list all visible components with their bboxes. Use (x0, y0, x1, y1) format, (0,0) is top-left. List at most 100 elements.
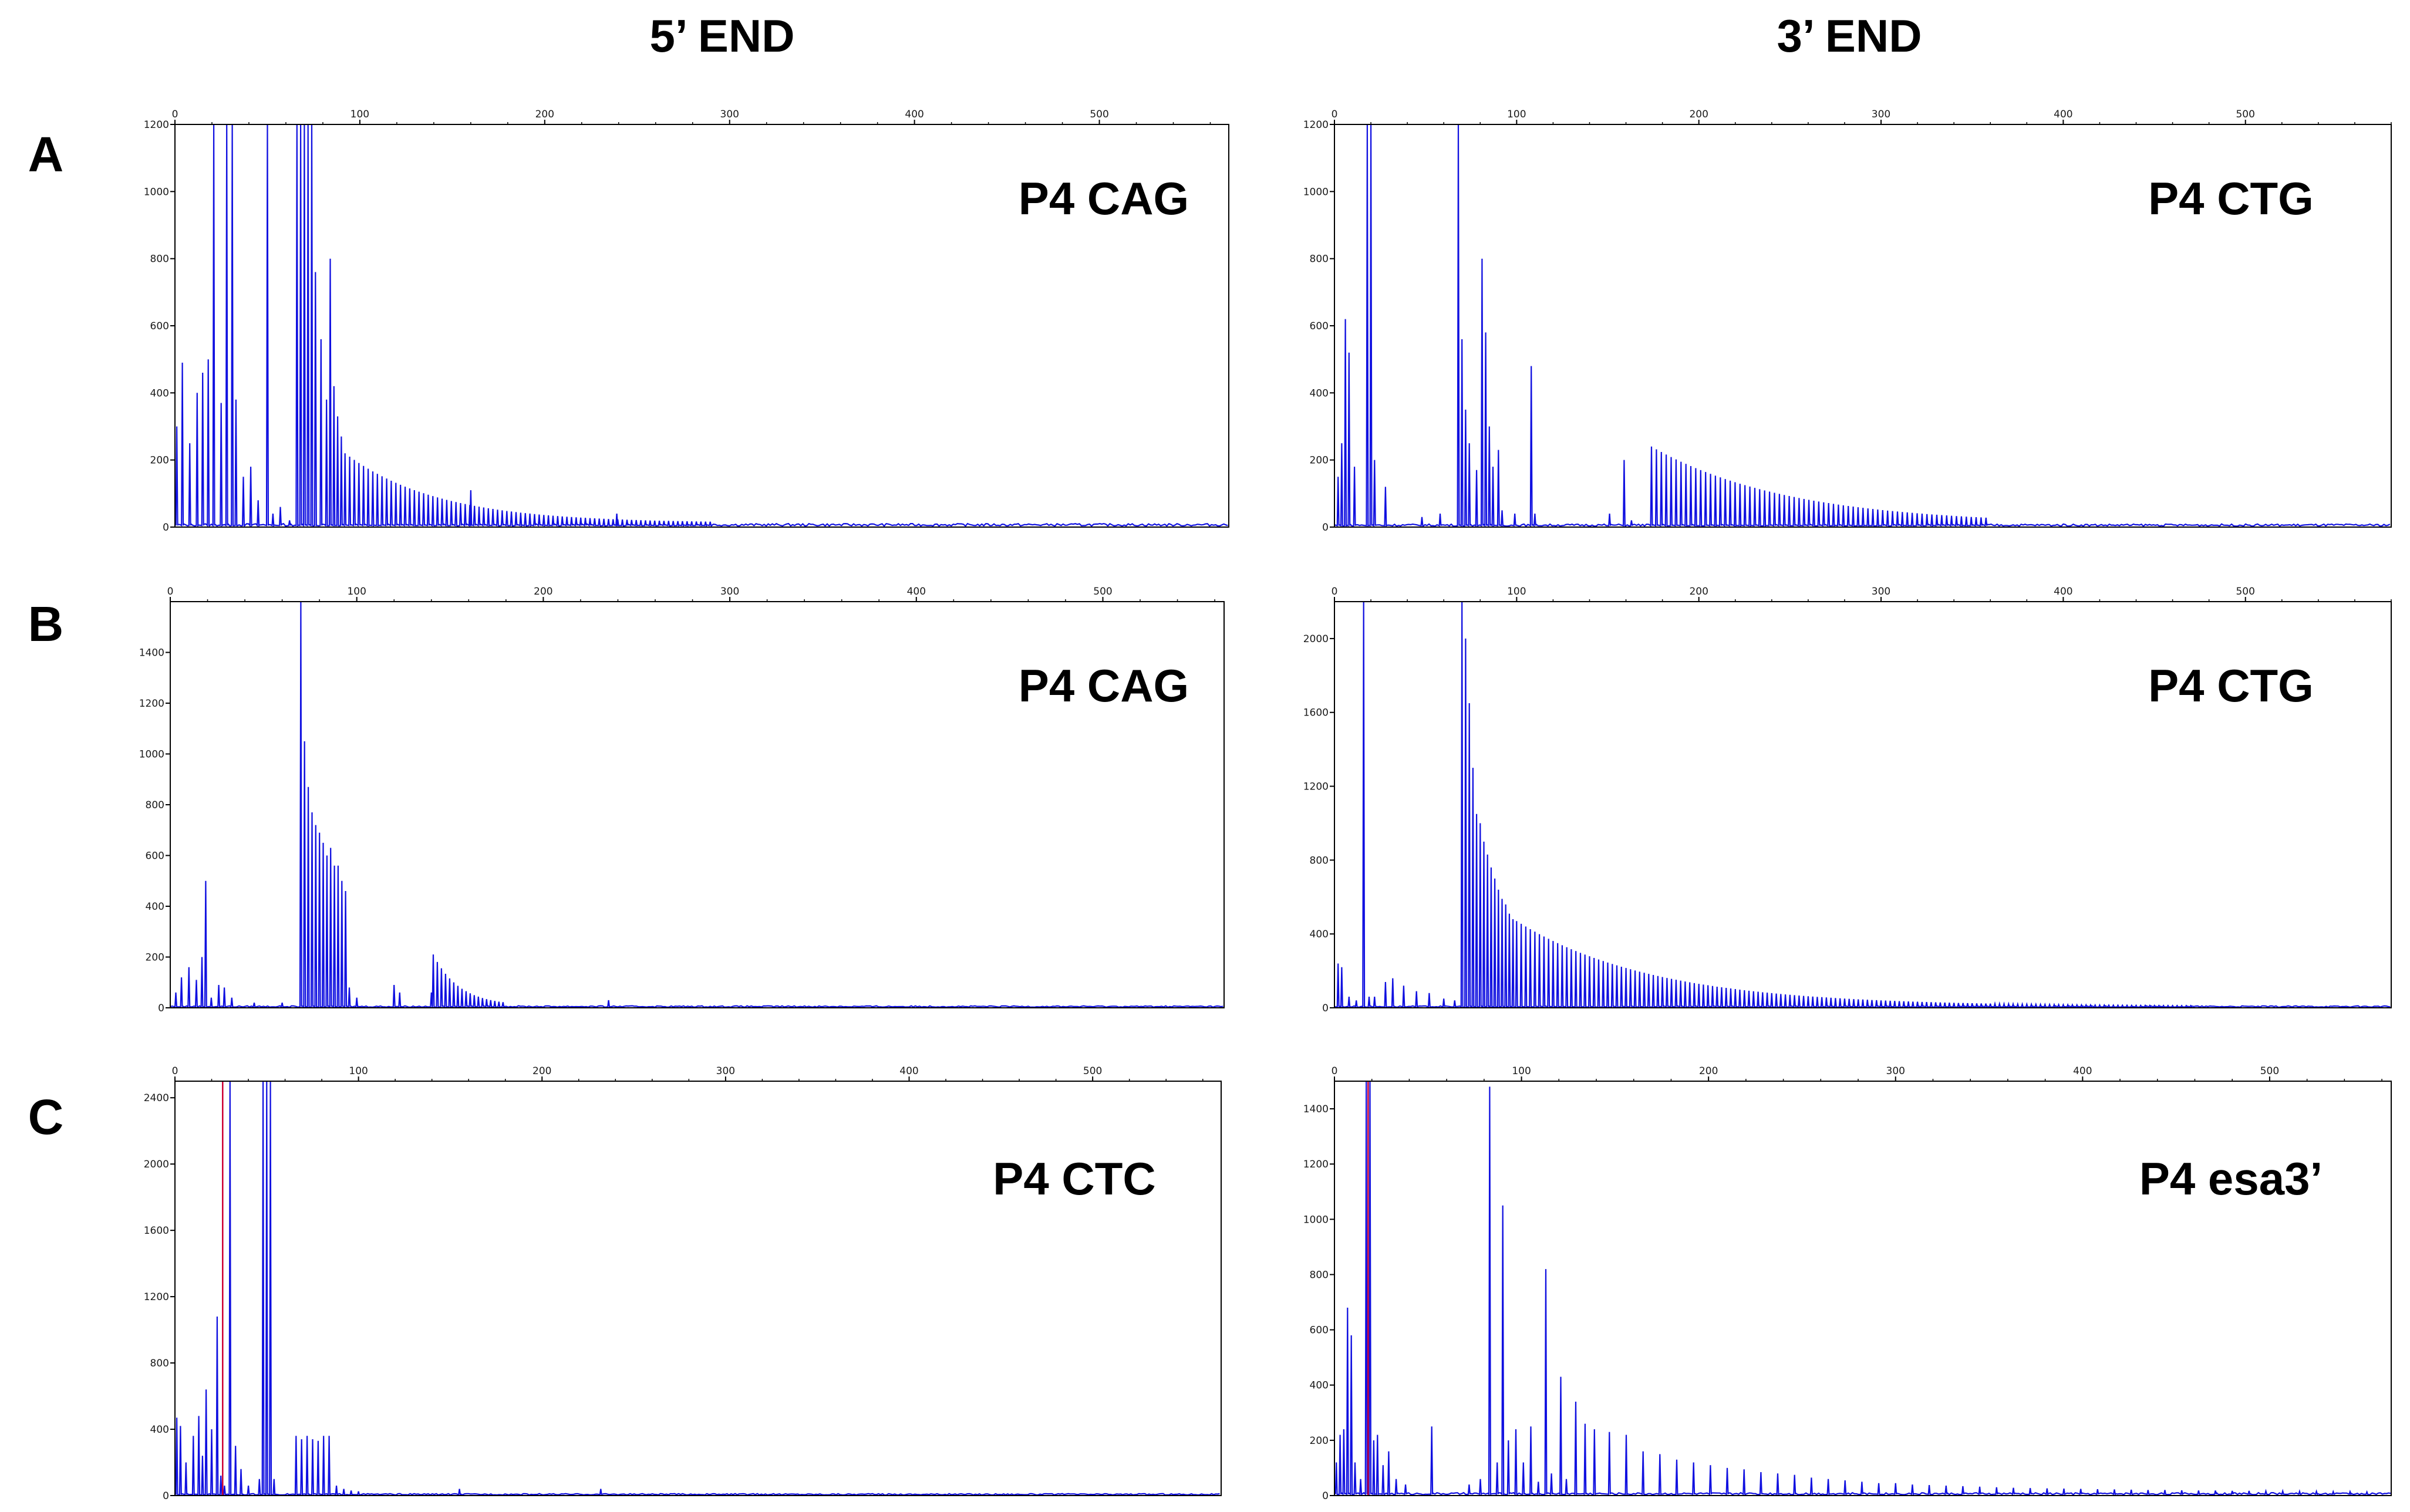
x-tick-label: 100 (1507, 109, 1526, 120)
x-tick-label: 100 (1507, 586, 1526, 598)
chart-panel-b-left: 0 100 200 300 400 500 0 200 400 600 800 1000 1200 140… (139, 586, 1225, 1014)
x-tick-label: 100 (1512, 1065, 1531, 1077)
y-tick-label: 0 (1322, 522, 1329, 534)
x-tick-label: 200 (534, 586, 552, 598)
y-tick-label: 1200 (144, 1291, 169, 1303)
sample-label: P4 CTG (2148, 173, 2314, 224)
x-tick-label: 500 (2236, 109, 2254, 120)
row-label-b: B (28, 596, 64, 652)
x-tick-label: 300 (720, 586, 739, 598)
y-tick-label: 2000 (1303, 633, 1329, 645)
y-tick-label: 1000 (139, 749, 164, 761)
y-tick-label: 1000 (1303, 186, 1329, 198)
x-tick-label: 300 (716, 1065, 735, 1077)
y-tick-label: 600 (150, 320, 169, 332)
x-tick-label: 200 (535, 109, 554, 120)
x-tick-label: 200 (532, 1065, 551, 1077)
y-tick-label: 2000 (144, 1159, 169, 1170)
x-tick-label: 300 (720, 109, 739, 120)
sample-label: P4 CTC (993, 1153, 1155, 1204)
trace-line (175, 124, 1228, 527)
y-tick-label: 600 (1310, 320, 1329, 332)
x-tick-label: 500 (2236, 586, 2254, 598)
trace-line (175, 1081, 1220, 1496)
column-header-3-end: 3’ END (1777, 10, 1922, 62)
x-tick-label: 400 (2073, 1065, 2092, 1077)
y-tick-label: 400 (146, 901, 164, 913)
trace-line (1334, 602, 2391, 1008)
y-tick-label: 1200 (1303, 119, 1329, 131)
plot-frame (174, 1081, 1222, 1496)
x-tick-label: 400 (2054, 109, 2072, 120)
y-tick-label: 0 (158, 1003, 164, 1014)
y-tick-label: 1000 (144, 186, 169, 198)
y-tick-label: 400 (1310, 1380, 1329, 1392)
y-tick-label: 1000 (1303, 1214, 1329, 1226)
y-tick-label: 400 (1310, 387, 1329, 399)
y-tick-label: 2400 (144, 1092, 169, 1104)
y-tick-label: 400 (150, 1424, 169, 1436)
y-tick-label: 800 (150, 254, 169, 265)
x-tick-label: 200 (1699, 1065, 1718, 1077)
y-tick-label: 0 (163, 522, 169, 534)
x-tick-label: 300 (1886, 1065, 1905, 1077)
y-tick-label: 1200 (139, 698, 164, 710)
x-tick-label: 500 (1090, 109, 1108, 120)
y-tick-label: 200 (146, 952, 164, 964)
x-tick-label: 0 (1332, 109, 1338, 120)
x-tick-label: 0 (172, 109, 178, 120)
x-tick-label: 0 (1332, 586, 1338, 598)
x-tick-label: 400 (905, 109, 923, 120)
x-tick-label: 300 (1872, 109, 1890, 120)
trace-line (170, 602, 1223, 1008)
chart-panel-a-right: 0 100 200 300 400 500 0 200 400 600 800 1000 1200 P4 … (1303, 109, 2392, 534)
y-tick-label: 1200 (1303, 1159, 1329, 1170)
x-tick-label: 500 (1083, 1065, 1102, 1077)
y-tick-label: 800 (146, 799, 164, 811)
y-tick-label: 1600 (144, 1225, 169, 1237)
y-tick-label: 200 (150, 455, 169, 467)
sample-label: P4 CTG (2148, 660, 2314, 711)
column-header-5-end: 5’ END (649, 10, 794, 62)
y-tick-label: 600 (1310, 1325, 1329, 1337)
y-tick-label: 800 (150, 1358, 169, 1369)
y-tick-label: 1200 (1303, 781, 1329, 793)
row-label-c: C (28, 1089, 64, 1145)
y-tick-label: 200 (1310, 1435, 1329, 1447)
y-tick-label: 1400 (139, 647, 164, 659)
plot-frame (1334, 1081, 2392, 1496)
trace-line (1334, 1081, 2391, 1496)
y-tick-label: 400 (150, 387, 169, 399)
chart-panel-b-right: 0 100 200 300 400 500 0 400 800 1200 1600 2000 P4 CT… (1303, 586, 2392, 1014)
x-tick-label: 100 (350, 109, 369, 120)
y-tick-label: 400 (1310, 929, 1329, 940)
y-tick-label: 0 (1322, 1003, 1329, 1014)
x-tick-label: 0 (1332, 1065, 1338, 1077)
plot-frame (1334, 601, 2392, 1008)
y-tick-label: 1400 (1303, 1103, 1329, 1115)
x-tick-label: 400 (899, 1065, 918, 1077)
sample-label: P4 esa3’ (2139, 1153, 2323, 1204)
chart-panel-a-left: 0 100 200 300 400 500 0 200 400 600 800 1000 1200 P4 … (144, 109, 1229, 534)
y-tick-label: 0 (1322, 1490, 1329, 1502)
x-tick-label: 100 (349, 1065, 368, 1077)
x-tick-label: 500 (1093, 586, 1112, 598)
x-tick-label: 400 (907, 586, 926, 598)
trace-line (1334, 124, 2391, 527)
x-tick-label: 0 (172, 1065, 178, 1077)
x-tick-label: 200 (1689, 109, 1708, 120)
x-tick-label: 0 (167, 586, 174, 598)
x-tick-label: 400 (2054, 586, 2072, 598)
y-tick-label: 1200 (144, 119, 169, 131)
y-tick-label: 800 (1310, 254, 1329, 265)
row-label-a: A (28, 127, 64, 182)
chart-panel-c-left: 0 100 200 300 400 500 0 400 800 1200 1600 2000 2400 P… (144, 1065, 1222, 1502)
x-tick-label: 300 (1872, 586, 1890, 598)
sample-label: P4 CAG (1019, 173, 1189, 224)
y-tick-label: 800 (1310, 855, 1329, 866)
y-tick-label: 1600 (1303, 707, 1329, 719)
y-tick-label: 600 (146, 851, 164, 862)
x-tick-label: 500 (2260, 1065, 2279, 1077)
y-tick-label: 200 (1310, 455, 1329, 467)
